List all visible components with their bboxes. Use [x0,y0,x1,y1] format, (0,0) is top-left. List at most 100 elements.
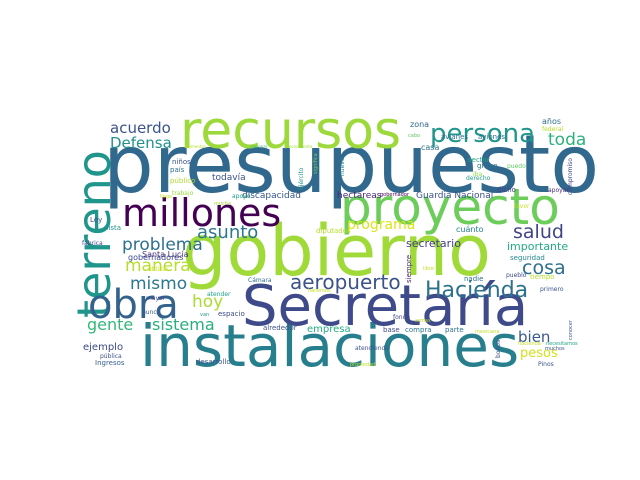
word-federal: federal [542,126,563,133]
word-desarrollo: desarrollo [196,358,231,366]
word-oficina: aviones [478,133,505,141]
word-ejercito: Ejército [298,167,305,190]
word-mayor: mayor [146,295,166,302]
word-pais: país [170,166,185,174]
word-hacienda-small: hacienda [518,341,541,347]
word-manera: manera [125,256,191,276]
word-casa: casa [421,143,439,152]
word-gobernador: gobernador [380,192,410,198]
word-aviones: avianes [441,133,468,141]
word-anos: años [542,117,561,126]
word-bien: bien [518,328,550,346]
word-cuanto: cuánto [456,225,484,234]
word-programa: programa [347,217,415,233]
word-mucha: mucha [214,201,231,207]
word-asunto: asunto [197,222,258,243]
word-pueblo: pueblo [506,272,527,279]
word-secretario: secretario [406,237,461,250]
word-aeropuerto: aeropuerto [290,270,401,294]
word-ley: Ley [90,216,102,224]
word-utilizar: utilizar [148,266,169,273]
word-ejemplo: ejemplo [83,342,123,353]
word-parte: parte [445,326,464,334]
word-guardia-nacional: Guardia Nacional [416,191,493,201]
word-van: van [200,312,209,318]
word-llego: llego [160,194,172,200]
word-santa-lucia: Santa Lucía [142,250,189,259]
word-nadie: nadie [464,275,483,283]
word-sistema: sistema [152,315,215,334]
word-discapacidad: discapacidad [242,191,301,201]
word-ingresos: Ingresos [95,359,125,367]
word-elementos: elementos [185,144,206,149]
word-favor: favor [514,203,530,210]
word-apoyo: apoyo [232,193,251,200]
word-hoy: hoy [192,292,223,312]
word-necesitamos: necesitamos [546,341,578,347]
word-salud: salud [513,221,564,243]
word-derecho: derecho [466,175,491,182]
word-proyecto: proyecto [340,178,560,236]
word-iba: iba [473,171,482,178]
word-siempre: siempre [405,255,413,283]
word-pinos: Pinos [538,361,554,368]
word-grupo: grupo [477,162,497,170]
word-recursos: recursos [180,101,401,161]
word-ninos: niños [172,158,191,166]
word-terreno: terreno [67,150,121,318]
word-pesos: pesos [520,346,558,361]
word-atender: atender [207,291,231,298]
word-hacemos: hacemos [308,288,331,294]
word-precisamente: precisamente [285,144,313,149]
word-fabrica: fábrica [82,240,103,247]
word-conocer: conocer [568,319,574,340]
word-empresa: empresa [307,324,351,335]
word-publica: pública [100,353,122,360]
word-primero: primero [540,286,564,293]
word-hacienda: Hacienda [425,278,528,303]
word-obra: obra [88,282,179,328]
word-significa: significa [313,153,319,174]
word-apoyar: apoyar [548,187,569,194]
word-puedo: puedo [507,163,526,170]
word-zona: zona [410,120,429,129]
word-nunca: nunca [142,309,161,316]
word-base: base [383,326,400,334]
word-compromiso: compromiso [567,158,574,195]
word-toda: toda [548,130,586,150]
word-dicho: dicho [497,186,516,194]
word-persona: persona [430,119,535,149]
word-cosa: cosa [522,257,566,279]
word-armas: armas [415,318,431,324]
word-muchos: muchos [545,346,565,352]
word-tiempo: tiempo [530,273,555,281]
word-nuevo: nuevo [339,157,346,176]
word-propiedad: propiedad [350,362,375,368]
word-millones: millones [122,191,281,235]
word-pista: pista [104,224,121,232]
word-publico: público [170,177,195,185]
word-diputados: diputados [316,227,351,235]
word-nacional: nacional [250,144,267,149]
word-importante: importante [507,240,568,253]
word-instalaciones: instalaciones [140,312,519,380]
word-seguridad: seguridad [510,254,545,262]
word-fondo: fondo [393,314,410,321]
word-compra: compra [405,326,432,334]
word-problema: problema [122,235,203,255]
word-camara: Cámara [248,277,272,284]
word-espacio: espacio [218,310,245,318]
word-todavia: todavía [212,173,246,183]
word-trabajo: trabajo [172,190,194,197]
word-cabo: cabo [408,133,420,139]
word-presupuesto: presupuesto [103,118,599,211]
word-acuerdo: acuerdo [110,119,171,137]
word-mismo: mismo [130,274,187,294]
word-libre: libre [423,266,434,272]
word-sector: sector [468,156,490,164]
word-defensa: Defensa [110,134,172,152]
word-bonos: bonos [495,340,502,358]
word-gobernadores: gobernadores [128,253,183,262]
word-alrededor: alrededor [263,324,297,332]
